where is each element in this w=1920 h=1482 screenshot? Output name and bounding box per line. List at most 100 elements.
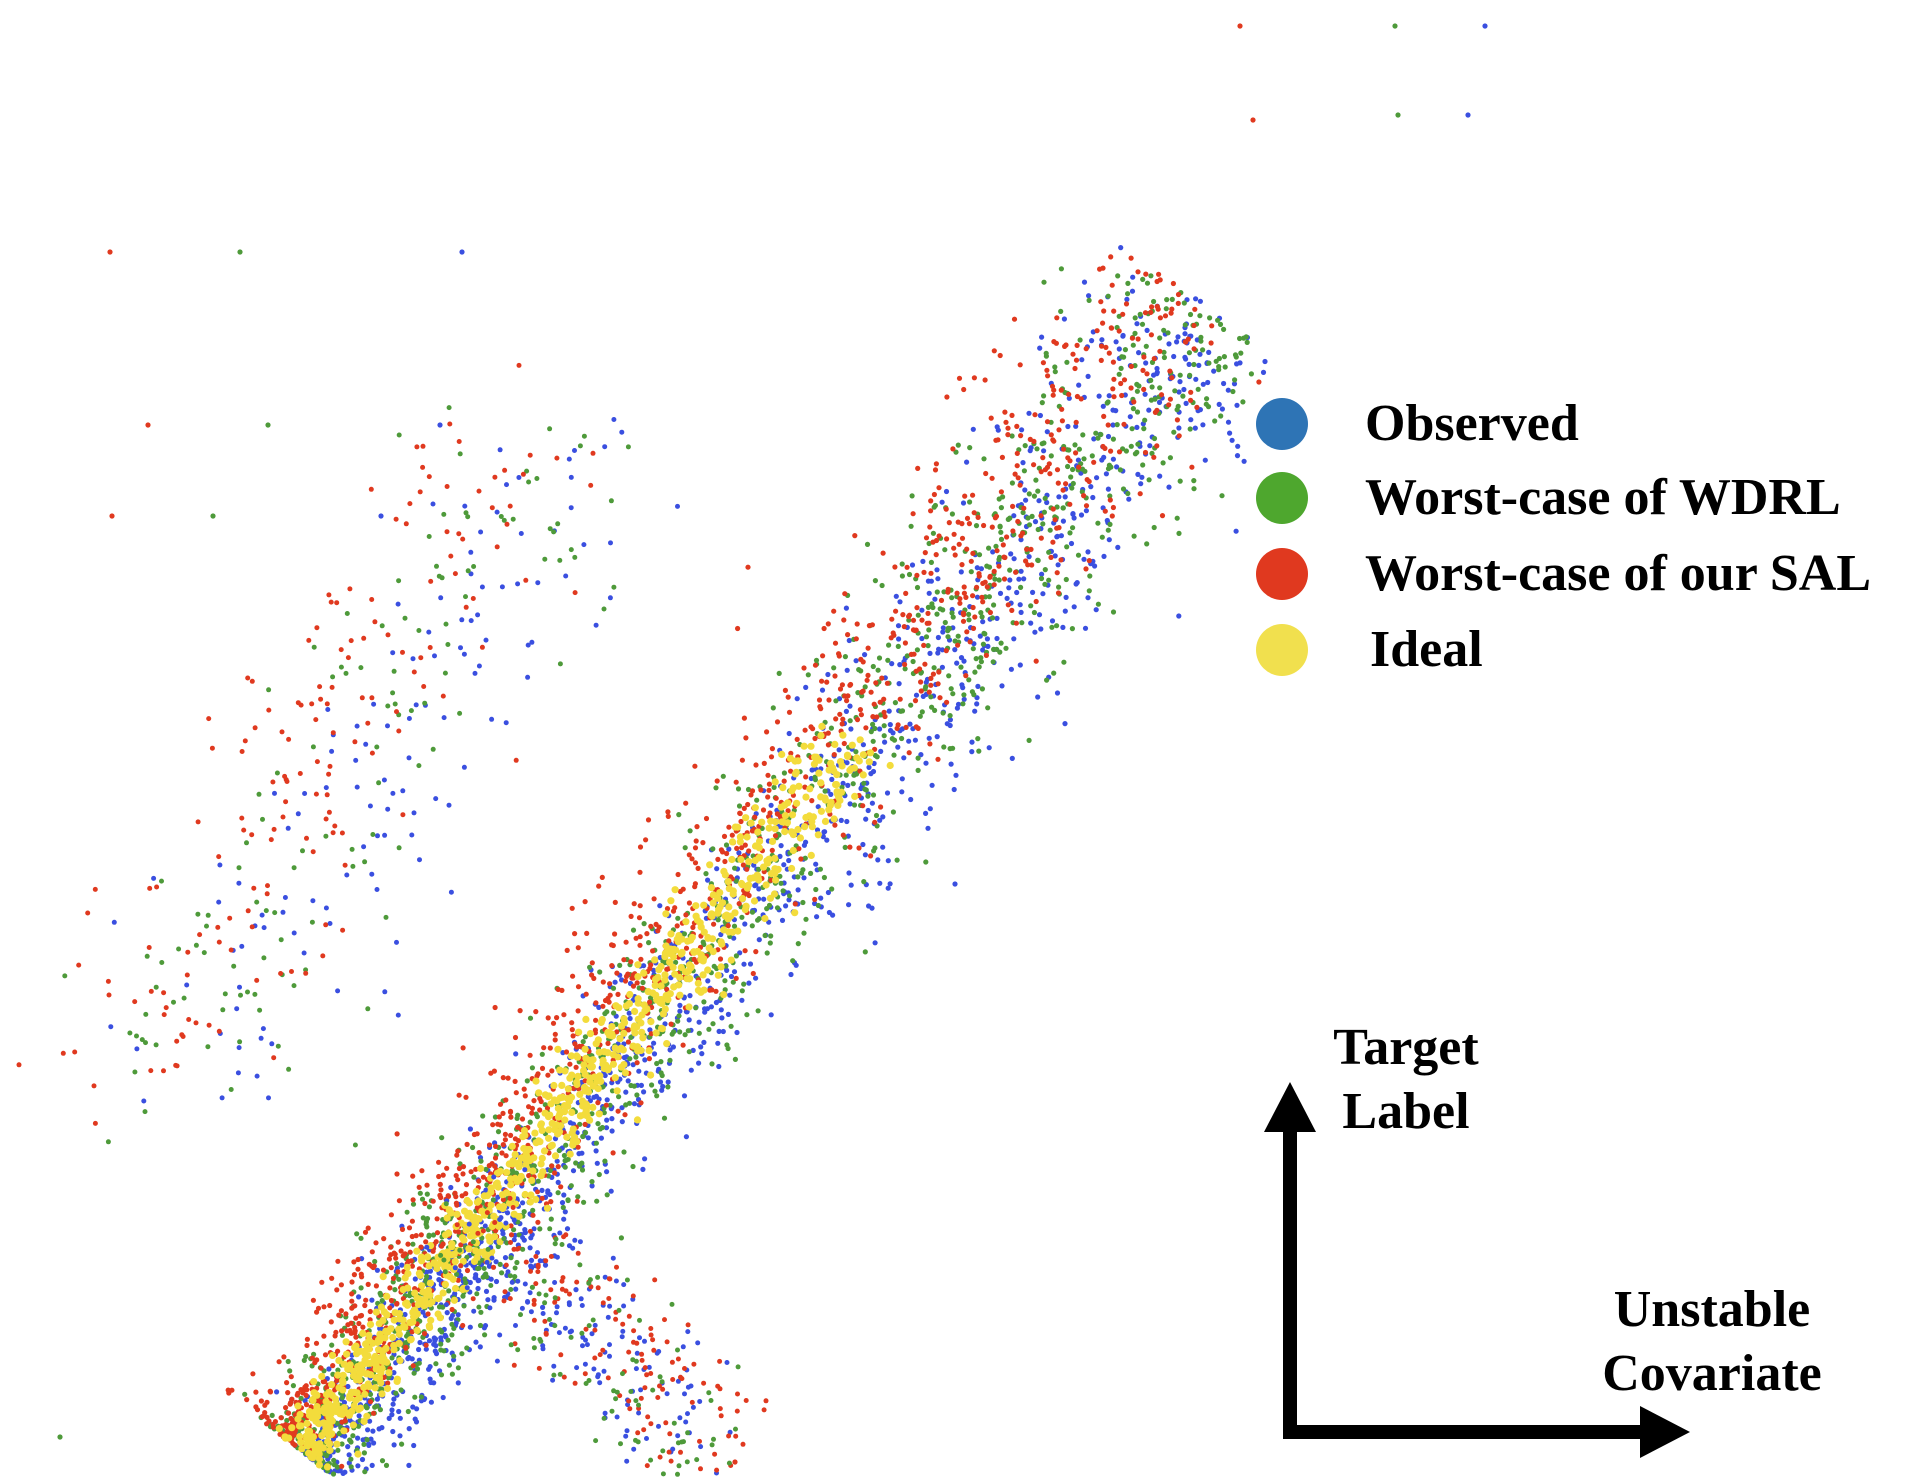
point-sal bbox=[764, 729, 770, 735]
point-sal bbox=[742, 948, 748, 954]
point-wdrl bbox=[572, 554, 578, 560]
point-wdrl bbox=[460, 1293, 466, 1299]
point-ideal bbox=[472, 1187, 480, 1196]
point-sal bbox=[693, 838, 699, 844]
point-wdrl bbox=[526, 479, 532, 485]
point-sal bbox=[1009, 607, 1015, 614]
point-ideal bbox=[315, 1446, 323, 1454]
point-sal bbox=[746, 848, 752, 854]
point-observed bbox=[217, 862, 223, 868]
point-ideal bbox=[323, 1463, 332, 1471]
point-wdrl bbox=[513, 1170, 520, 1176]
point-sal bbox=[647, 999, 653, 1005]
point-observed bbox=[1144, 327, 1150, 333]
point-observed bbox=[504, 1210, 511, 1216]
point-sal bbox=[336, 1312, 342, 1318]
point-ideal bbox=[363, 1412, 371, 1420]
point-observed bbox=[473, 1339, 479, 1345]
point-wdrl bbox=[625, 444, 631, 450]
point-sal bbox=[436, 1173, 442, 1180]
point-observed bbox=[361, 844, 367, 850]
point-observed bbox=[594, 1160, 600, 1166]
point-observed bbox=[323, 785, 329, 791]
point-ideal bbox=[771, 869, 779, 878]
point-observed bbox=[1104, 517, 1110, 524]
point-ideal bbox=[783, 819, 792, 827]
point-observed bbox=[1089, 338, 1095, 344]
point-ideal bbox=[645, 1047, 653, 1055]
point-sal bbox=[292, 1442, 298, 1448]
point-ideal bbox=[448, 1240, 456, 1248]
point-wdrl bbox=[1240, 399, 1246, 405]
point-observed bbox=[237, 984, 242, 990]
point-observed bbox=[411, 810, 417, 816]
point-wdrl bbox=[171, 999, 176, 1005]
point-wdrl bbox=[967, 499, 973, 505]
point-sal bbox=[399, 1226, 406, 1232]
point-observed bbox=[947, 717, 954, 723]
point-wdrl bbox=[446, 1362, 452, 1368]
point-sal bbox=[1119, 392, 1125, 399]
point-wdrl bbox=[657, 1015, 663, 1021]
point-wdrl bbox=[477, 1322, 484, 1329]
point-wdrl bbox=[934, 589, 940, 595]
point-observed bbox=[261, 925, 267, 931]
point-wdrl bbox=[1018, 584, 1024, 591]
point-wdrl bbox=[854, 771, 860, 777]
point-sal bbox=[1140, 367, 1146, 373]
point-wdrl bbox=[1105, 466, 1112, 472]
point-wdrl bbox=[1160, 460, 1166, 466]
point-wdrl bbox=[237, 1039, 243, 1045]
point-wdrl bbox=[1064, 544, 1070, 550]
point-observed bbox=[475, 1285, 481, 1292]
point-wdrl bbox=[1157, 385, 1163, 391]
point-wdrl bbox=[928, 694, 934, 700]
point-wdrl bbox=[339, 1441, 345, 1447]
point-sal bbox=[575, 1008, 581, 1014]
point-observed bbox=[1081, 279, 1088, 285]
point-observed bbox=[718, 931, 724, 938]
point-ideal bbox=[396, 1357, 404, 1365]
point-ideal bbox=[339, 1379, 347, 1387]
point-observed bbox=[573, 1287, 579, 1293]
point-observed bbox=[483, 637, 489, 643]
point-wdrl bbox=[492, 1114, 498, 1120]
point-sal bbox=[992, 515, 999, 521]
point-wdrl bbox=[445, 642, 451, 647]
point-sal bbox=[980, 599, 986, 605]
point-ideal bbox=[832, 781, 840, 789]
point-sal bbox=[1142, 449, 1149, 456]
point-sal bbox=[960, 618, 967, 624]
point-sal bbox=[964, 515, 971, 522]
point-wdrl bbox=[539, 1051, 545, 1057]
point-sal bbox=[971, 510, 977, 516]
point-sal bbox=[1168, 310, 1174, 316]
point-wdrl bbox=[344, 611, 350, 616]
point-sal bbox=[410, 1173, 416, 1179]
point-sal bbox=[954, 590, 960, 596]
point-ideal bbox=[806, 785, 814, 793]
point-sal bbox=[1108, 448, 1114, 454]
point-observed bbox=[885, 885, 891, 891]
point-wdrl bbox=[1195, 386, 1201, 392]
point-sal bbox=[1169, 306, 1175, 312]
point-observed bbox=[563, 573, 569, 579]
point-wdrl bbox=[1132, 330, 1138, 336]
point-wdrl bbox=[418, 1394, 424, 1400]
point-wdrl bbox=[842, 844, 848, 851]
point-wdrl bbox=[1187, 372, 1193, 378]
point-wdrl bbox=[596, 1171, 602, 1178]
point-sal bbox=[694, 824, 700, 830]
point-sal bbox=[914, 572, 920, 579]
point-wdrl bbox=[861, 780, 867, 786]
point-sal bbox=[847, 844, 853, 850]
point-wdrl bbox=[713, 785, 719, 791]
point-sal bbox=[937, 695, 943, 701]
point-observed bbox=[356, 1294, 362, 1300]
point-wdrl bbox=[781, 770, 788, 776]
point-observed bbox=[1110, 456, 1116, 462]
point-sal bbox=[817, 704, 823, 710]
point-sal bbox=[575, 984, 582, 990]
point-wdrl bbox=[1142, 417, 1148, 423]
point-sal bbox=[1209, 323, 1215, 329]
